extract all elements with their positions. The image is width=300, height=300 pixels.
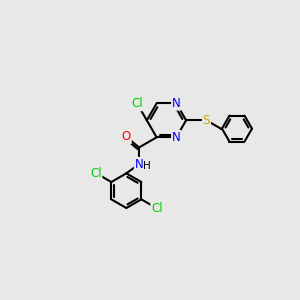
Text: N: N	[135, 158, 143, 171]
Text: O: O	[122, 130, 131, 143]
Text: S: S	[203, 114, 210, 127]
Text: Cl: Cl	[151, 202, 163, 215]
Text: N: N	[172, 97, 181, 110]
Text: Cl: Cl	[131, 98, 143, 110]
Text: H: H	[142, 161, 150, 171]
Text: Cl: Cl	[90, 167, 101, 179]
Text: N: N	[172, 131, 181, 144]
